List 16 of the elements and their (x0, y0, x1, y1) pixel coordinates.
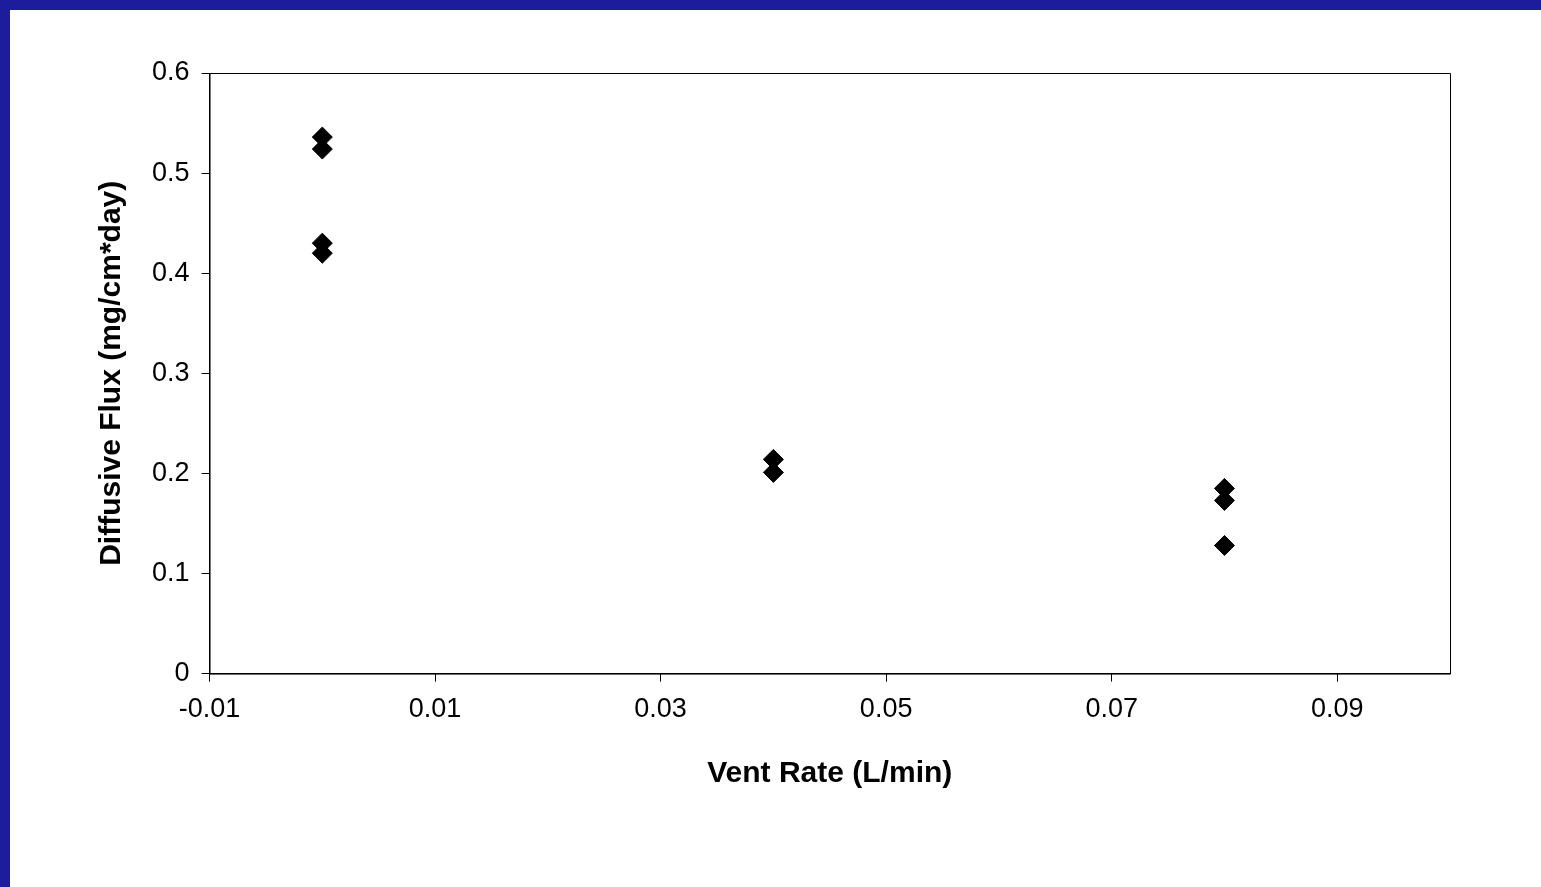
y-tick-label: 0.2 (151, 456, 190, 487)
x-tick-label: 0.07 (1085, 693, 1138, 724)
x-axis-title: Vent Rate (L/min) (707, 755, 953, 789)
x-tick-label: 0.05 (859, 693, 913, 724)
x-tick-label: 0.01 (408, 693, 462, 724)
x-tick-label: -0.01 (178, 693, 241, 724)
y-tick-label: 0.1 (151, 556, 190, 587)
y-tick-label: 0.6 (151, 56, 190, 87)
x-tick-label: 0.09 (1310, 693, 1364, 724)
y-tick-label: 0.4 (151, 256, 190, 287)
y-tick-label: 0.5 (151, 156, 190, 187)
x-tick-label: 0.03 (634, 693, 687, 724)
y-axis-title: Diffusive Flux (mg/cm*day) (93, 180, 127, 566)
y-tick-label: 0.3 (151, 356, 190, 387)
y-tick-label: 0 (174, 657, 190, 688)
point (1213, 534, 1235, 556)
